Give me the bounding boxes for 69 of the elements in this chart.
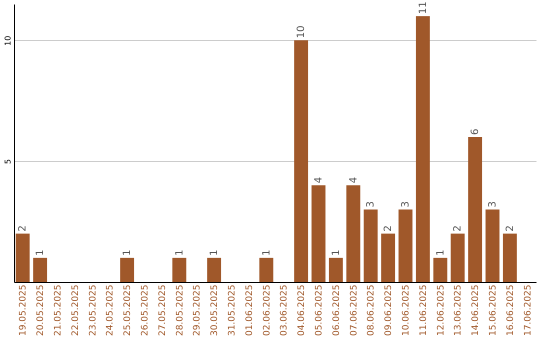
- data-label: 10: [296, 26, 308, 38]
- x-tick-label: 04.06.2025: [297, 284, 308, 336]
- bar: [120, 258, 134, 282]
- bar: [294, 40, 308, 282]
- x-tick-label: 12.06.2025: [436, 284, 446, 336]
- data-label: 1: [435, 249, 446, 256]
- x-tick-label: 11.06.2025: [418, 284, 429, 336]
- x-tick-label: 01.06.2025: [244, 284, 255, 336]
- y-tick-label: 5: [4, 159, 12, 164]
- data-label: 6: [470, 128, 482, 135]
- x-tick-label: 13.06.2025: [454, 284, 464, 336]
- x-tick-label: 08.06.2025: [366, 284, 377, 336]
- data-label: 11: [418, 1, 429, 14]
- bar: [502, 234, 517, 282]
- data-label: 1: [261, 249, 272, 256]
- x-tick-label: 23.05.2025: [88, 284, 98, 336]
- data-label: 2: [18, 225, 29, 232]
- x-tick-label: 15.06.2025: [488, 284, 498, 336]
- data-label: 3: [400, 201, 412, 208]
- x-tick-label: 21.05.2025: [54, 284, 64, 336]
- bar: [416, 16, 430, 282]
- bar: [328, 258, 343, 282]
- data-label: 2: [383, 225, 394, 232]
- bar: [450, 234, 465, 282]
- data-label: 1: [122, 249, 134, 256]
- x-tick-label: 02.06.2025: [262, 284, 272, 336]
- data-label: 1: [209, 249, 220, 256]
- x-tick-label: 30.05.2025: [210, 284, 220, 336]
- x-tick-label: 16.06.2025: [506, 284, 516, 336]
- x-tick-label: 26.05.2025: [140, 284, 150, 336]
- x-tick-label: 06.06.2025: [332, 284, 342, 336]
- x-tick-label: 31.05.2025: [228, 284, 238, 336]
- x-tick-label: 03.06.2025: [280, 284, 290, 336]
- bar: [33, 258, 48, 282]
- bar: [312, 185, 326, 282]
- bar: [259, 258, 274, 282]
- x-tick-label: 20.05.2025: [36, 284, 46, 336]
- x-tick-label: 22.05.2025: [70, 284, 81, 336]
- data-label: 3: [488, 201, 498, 208]
- x-tick-label: 28.05.2025: [175, 284, 186, 336]
- bar: [398, 209, 412, 282]
- data-label: 1: [174, 249, 186, 256]
- x-tick-label: 17.06.2025: [523, 284, 534, 336]
- bar: [381, 234, 396, 282]
- bar: [364, 209, 378, 282]
- data-label: 1: [330, 249, 342, 256]
- x-tick-label: 29.05.2025: [192, 284, 203, 336]
- data-label: 4: [348, 176, 360, 184]
- data-label: 4: [314, 176, 324, 184]
- x-tick-label: 07.06.2025: [349, 284, 360, 336]
- bar: [16, 234, 30, 282]
- x-tick-label: 09.06.2025: [384, 284, 394, 336]
- x-tick-label: 05.06.2025: [314, 284, 324, 336]
- x-tick-label: 24.05.2025: [106, 284, 116, 336]
- data-label: 2: [452, 225, 464, 232]
- x-tick-label: 10.06.2025: [402, 284, 412, 336]
- data-label: 1: [35, 249, 46, 256]
- bar: [486, 209, 500, 282]
- bar: [346, 185, 360, 282]
- x-tick-label: 14.06.2025: [471, 284, 482, 336]
- bar: [468, 136, 482, 282]
- x-tick-label: 19.05.2025: [18, 284, 29, 336]
- x-tick-label: 25.05.2025: [123, 284, 134, 336]
- x-tick-label: 27.05.2025: [158, 284, 168, 336]
- bar: [433, 258, 448, 282]
- bar: [207, 258, 222, 282]
- bar: [172, 258, 186, 282]
- data-label: 2: [504, 225, 516, 232]
- data-label: 3: [366, 201, 377, 208]
